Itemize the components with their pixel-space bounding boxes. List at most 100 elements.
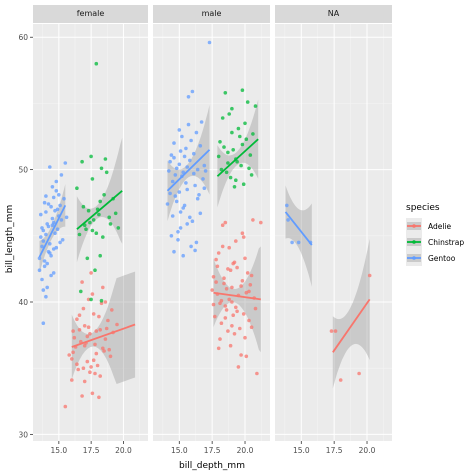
data-point-gentoo — [182, 154, 187, 159]
data-point-adelie — [220, 244, 225, 249]
data-point-gentoo — [45, 285, 49, 290]
data-point-chinstrap — [248, 153, 253, 157]
data-point-gentoo — [44, 210, 48, 214]
data-point-chinstrap — [228, 175, 233, 180]
data-point-adelie — [223, 304, 228, 308]
data-point-adelie — [70, 357, 74, 361]
data-point-adelie — [244, 354, 249, 359]
data-point-chinstrap — [102, 193, 106, 197]
data-point-gentoo — [44, 232, 48, 237]
x-axis: 15.0 17.5 20.0 15.0 17.5 20.0 15.0 17.5 20.0 — [50, 441, 376, 455]
data-point-adelie — [80, 280, 84, 284]
data-point-adelie — [72, 335, 77, 340]
data-point-gentoo — [37, 268, 42, 273]
x-tick-label: 15.0 — [293, 446, 310, 455]
confidence-band-gentoo — [285, 185, 312, 287]
data-point-adelie — [243, 256, 247, 261]
data-point-adelie — [99, 301, 104, 306]
data-point-gentoo — [185, 222, 189, 226]
data-point-chinstrap — [99, 298, 104, 303]
data-point-gentoo — [185, 187, 189, 192]
data-point-adelie — [95, 363, 100, 368]
data-point-adelie — [245, 271, 250, 275]
trend-line-gentoo — [166, 149, 211, 192]
data-point-gentoo — [170, 179, 175, 184]
legend-key-point — [412, 240, 416, 244]
data-point-adelie — [226, 329, 230, 333]
data-point-gentoo — [181, 206, 185, 210]
data-point-chinstrap — [94, 61, 99, 66]
trend-line-gentoo — [38, 204, 67, 258]
data-point-chinstrap — [219, 167, 224, 172]
data-point-chinstrap — [91, 218, 96, 222]
data-point-adelie — [77, 313, 82, 318]
data-point-adelie — [223, 316, 228, 320]
data-point-adelie — [216, 346, 221, 351]
data-point-chinstrap — [101, 235, 105, 239]
data-point-gentoo — [59, 173, 64, 177]
data-point-gentoo — [40, 277, 44, 282]
y-tick-label: 30 — [18, 430, 28, 439]
data-point-adelie — [216, 251, 221, 255]
data-point-gentoo — [194, 130, 199, 135]
data-point-gentoo — [177, 190, 182, 194]
data-point-gentoo — [176, 238, 180, 242]
data-point-gentoo — [170, 214, 175, 218]
data-point-gentoo — [195, 167, 200, 172]
data-point-adelie — [70, 378, 74, 382]
data-point-gentoo — [195, 196, 200, 201]
data-point-gentoo — [168, 159, 172, 164]
data-point-adelie — [223, 220, 228, 225]
data-point-adelie — [107, 347, 111, 352]
x-tick-label: 17.5 — [83, 446, 100, 455]
data-point-gentoo — [173, 173, 178, 177]
data-point-adelie — [213, 314, 217, 319]
x-tick-label: 17.5 — [326, 446, 343, 455]
data-point-adelie — [106, 318, 110, 323]
data-point-adelie — [214, 257, 218, 262]
data-point-gentoo — [63, 161, 68, 165]
data-point-adelie — [226, 267, 230, 271]
data-point-adelie — [63, 404, 68, 409]
data-point-adelie — [91, 312, 96, 316]
data-point-adelie — [232, 332, 237, 336]
facet-panel-female: female — [33, 5, 148, 441]
data-point-adelie — [103, 300, 108, 304]
data-point-gentoo — [190, 219, 195, 223]
data-point-adelie — [248, 283, 253, 287]
data-point-gentoo — [184, 146, 188, 151]
facet-strip — [33, 5, 148, 23]
data-point-gentoo — [55, 227, 60, 231]
data-point-gentoo — [207, 40, 212, 45]
data-point-chinstrap — [230, 106, 234, 111]
data-point-adelie — [247, 318, 251, 323]
data-point-gentoo — [46, 224, 51, 229]
data-point-gentoo — [189, 244, 193, 249]
data-point-adelie — [219, 321, 224, 326]
data-point-chinstrap — [89, 154, 93, 159]
data-point-chinstrap — [230, 130, 234, 135]
data-point-gentoo — [172, 249, 176, 254]
data-point-adelie — [367, 273, 372, 278]
trend-line-adelie — [71, 323, 136, 348]
legend-label: Gentoo — [428, 254, 456, 263]
data-point-adelie — [230, 324, 234, 328]
data-point-gentoo — [186, 122, 191, 127]
data-point-chinstrap — [227, 112, 231, 116]
data-point-gentoo — [51, 195, 56, 200]
data-point-adelie — [91, 358, 96, 363]
data-point-gentoo — [290, 240, 294, 245]
data-point-gentoo — [172, 155, 176, 160]
x-tick-label: 20.0 — [115, 446, 132, 455]
data-point-chinstrap — [89, 297, 93, 302]
data-point-adelie — [228, 268, 233, 273]
data-point-gentoo — [49, 253, 53, 258]
data-point-adelie — [97, 395, 101, 400]
data-point-chinstrap — [99, 166, 104, 171]
data-point-gentoo — [50, 185, 55, 189]
data-point-chinstrap — [79, 289, 83, 294]
y-tick-label: 40 — [18, 298, 28, 307]
data-point-adelie — [88, 332, 92, 336]
data-point-gentoo — [49, 273, 53, 278]
data-point-gentoo — [203, 169, 208, 173]
